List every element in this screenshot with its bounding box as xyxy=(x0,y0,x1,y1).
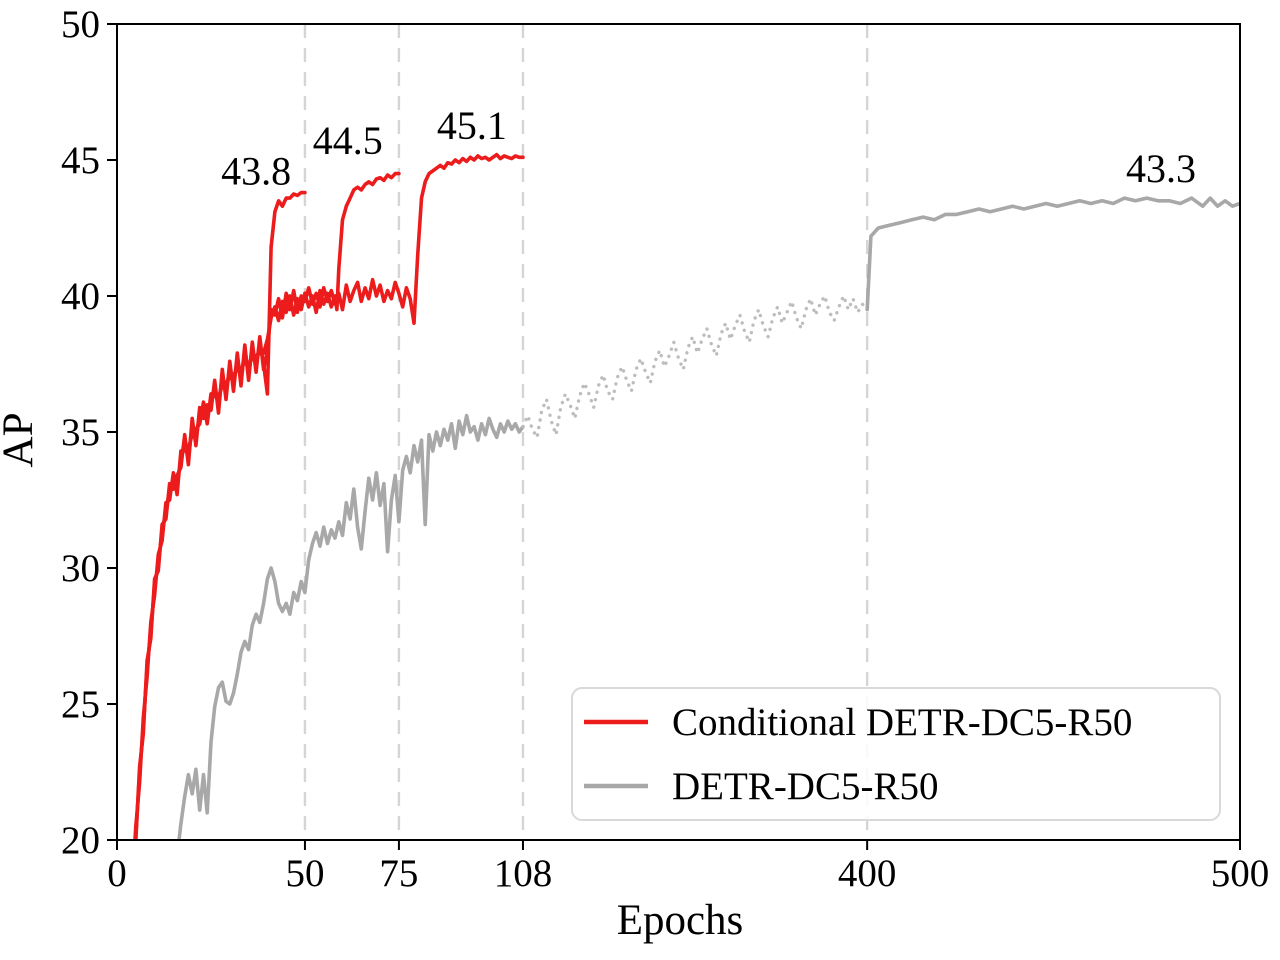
series-path-detr-solid-400-500 xyxy=(865,196,1240,312)
y-tick-label-40: 40 xyxy=(61,275,100,318)
legend-label-detr: DETR-DC5-R50 xyxy=(672,765,939,808)
x-tick-label-75: 75 xyxy=(379,852,418,895)
x-tick-label-0: 0 xyxy=(107,852,127,895)
legend-label-conditional-detr: Conditional DETR-DC5-R50 xyxy=(672,701,1132,744)
legend: Conditional DETR-DC5-R50 DETR-DC5-R50 xyxy=(571,687,1221,821)
annotation-43.3: 43.3 xyxy=(1126,146,1196,191)
series-path-conditional-detr-run-108-epochs xyxy=(133,152,525,840)
axes: 0 50 75 108 400 500 20 25 30 35 40 45 50 xyxy=(61,3,1269,895)
series-path-detr-dotted-108-400 xyxy=(521,294,869,440)
series-lines xyxy=(133,152,1240,840)
annotation-45.1: 45.1 xyxy=(437,103,507,148)
x-tick-label-108: 108 xyxy=(494,852,553,895)
annotations: 43.8 44.5 45.1 43.3 xyxy=(221,103,1196,193)
y-tick-label-50: 50 xyxy=(61,3,100,46)
y-tick-label-20: 20 xyxy=(61,819,100,862)
y-tick-label-30: 30 xyxy=(61,547,100,590)
x-tick-label-50: 50 xyxy=(285,852,324,895)
y-axis-label: AP xyxy=(0,413,42,468)
series-path-detr-solid-0-108 xyxy=(177,413,525,840)
annotation-43.8: 43.8 xyxy=(221,148,291,193)
x-axis-label: Epochs xyxy=(617,897,744,944)
annotation-44.5: 44.5 xyxy=(313,118,383,163)
y-tick-label-35: 35 xyxy=(61,411,100,454)
x-tick-label-400: 400 xyxy=(838,852,897,895)
legend-box xyxy=(571,687,1221,821)
x-tick-label-500: 500 xyxy=(1211,852,1270,895)
y-tick-label-25: 25 xyxy=(61,683,100,726)
y-tick-label-45: 45 xyxy=(61,139,100,182)
